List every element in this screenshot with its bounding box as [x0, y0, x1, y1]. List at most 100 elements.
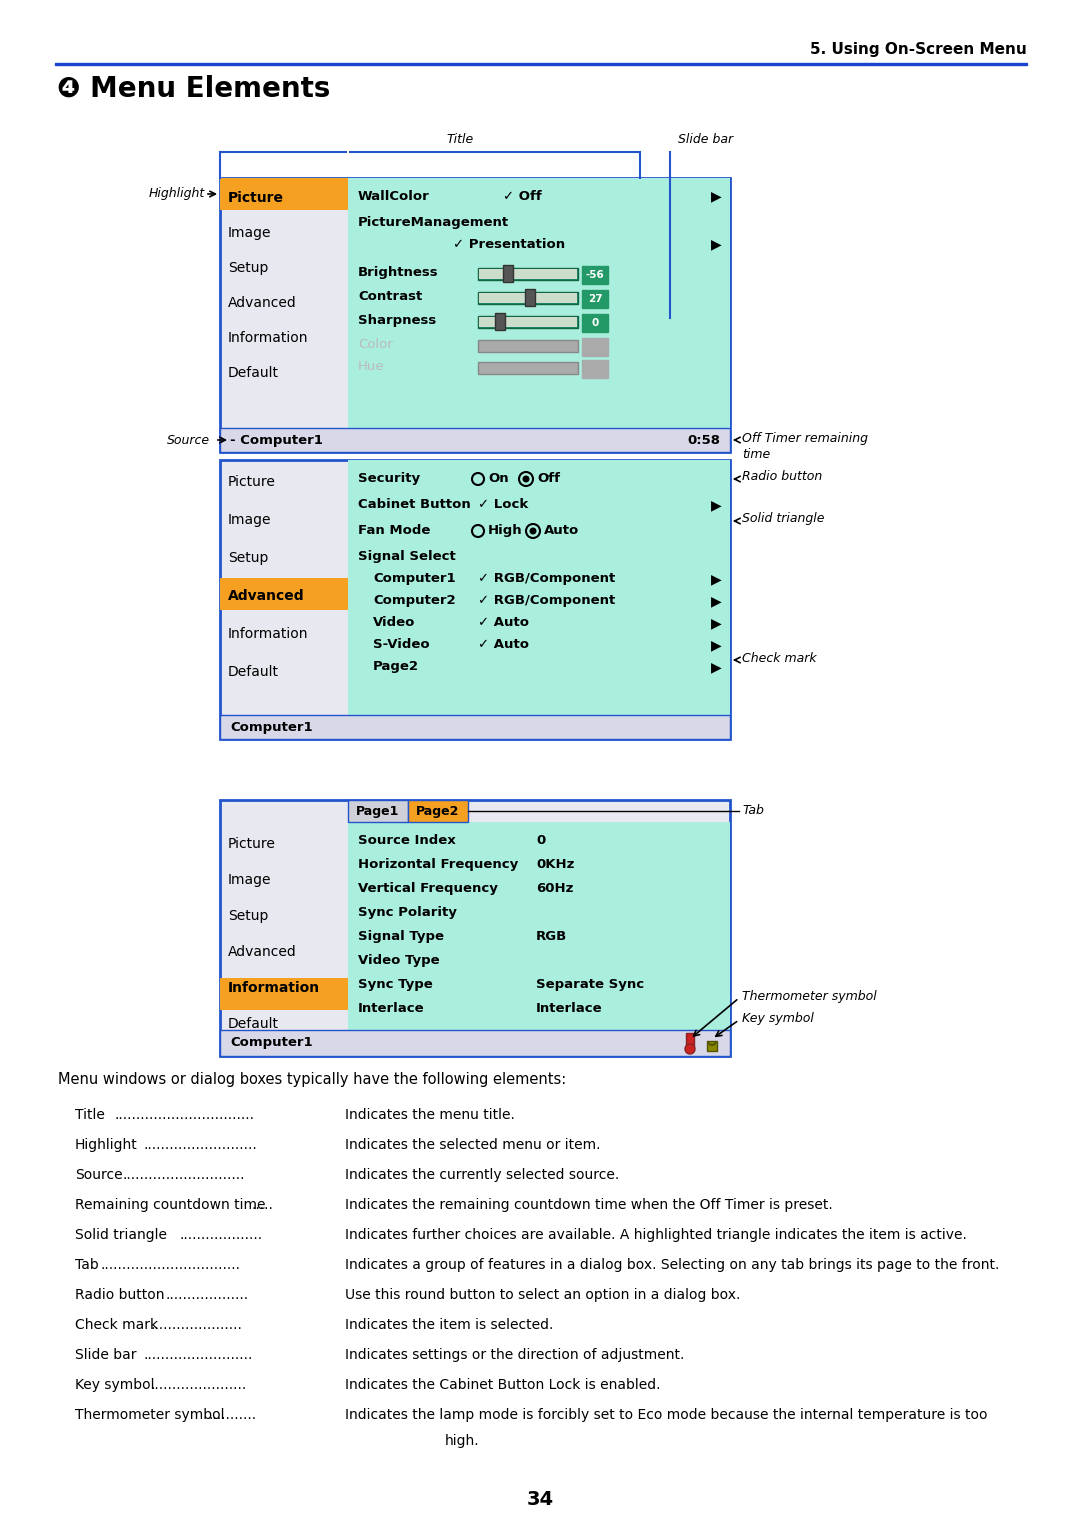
Text: Check mark: Check mark — [75, 1318, 158, 1332]
Text: ✓ Lock: ✓ Lock — [478, 497, 528, 511]
Text: Tab: Tab — [75, 1257, 98, 1273]
Text: ❹ Menu Elements: ❹ Menu Elements — [57, 75, 330, 102]
Text: Indicates further choices are available. A highlighted triangle indicates the it: Indicates further choices are available.… — [345, 1228, 967, 1242]
Bar — [582, 290, 608, 308]
Text: Highlight: Highlight — [149, 188, 205, 200]
Text: ✓ Presentation: ✓ Presentation — [453, 238, 565, 250]
Text: Title: Title — [446, 133, 474, 146]
Text: Source: Source — [167, 433, 210, 447]
Text: Sync Type: Sync Type — [357, 978, 433, 990]
Bar — [348, 179, 730, 427]
Text: Solid triangle: Solid triangle — [742, 513, 824, 525]
Text: Video Type: Video Type — [357, 954, 440, 967]
Text: On: On — [488, 472, 509, 485]
Text: Computer1: Computer1 — [230, 720, 312, 734]
Text: Page1: Page1 — [356, 804, 400, 818]
Bar — [478, 362, 578, 374]
Text: ✓ Off: ✓ Off — [503, 191, 542, 203]
Text: ▶: ▶ — [711, 189, 721, 203]
Text: 60Hz: 60Hz — [536, 882, 573, 896]
Text: ................................: ................................ — [100, 1257, 241, 1273]
Text: Sharpness: Sharpness — [357, 314, 436, 327]
Bar — [348, 823, 730, 1030]
Text: Interlace: Interlace — [357, 1003, 424, 1015]
Bar — [348, 459, 730, 716]
Bar — [220, 716, 730, 739]
Text: Image: Image — [228, 513, 271, 526]
Text: ✓ Auto: ✓ Auto — [478, 638, 529, 652]
Bar — [480, 293, 577, 304]
Bar — [707, 1041, 717, 1051]
Text: Indicates the lamp mode is forcibly set to Eco mode because the internal tempera: Indicates the lamp mode is forcibly set … — [345, 1408, 987, 1422]
Text: Page2: Page2 — [373, 661, 419, 673]
Bar — [408, 800, 468, 823]
Text: Slide bar: Slide bar — [75, 1347, 136, 1363]
Text: Indicates the currently selected source.: Indicates the currently selected source. — [345, 1167, 619, 1183]
Text: Fan Mode: Fan Mode — [357, 523, 430, 537]
Text: 34: 34 — [526, 1489, 554, 1509]
Text: time: time — [742, 449, 770, 461]
Text: S-Video: S-Video — [373, 638, 430, 652]
Text: 0:58: 0:58 — [687, 433, 720, 447]
Text: Picture: Picture — [228, 191, 284, 204]
Text: Remaining countdown time: Remaining countdown time — [75, 1198, 266, 1212]
Text: Setup: Setup — [228, 261, 268, 275]
Text: Key symbol: Key symbol — [742, 1012, 814, 1025]
Text: Signal Type: Signal Type — [357, 929, 444, 943]
Bar — [582, 337, 608, 356]
Text: Advanced: Advanced — [228, 296, 297, 310]
Text: Default: Default — [228, 1016, 279, 1032]
Text: 0: 0 — [536, 835, 545, 847]
Bar — [348, 800, 408, 823]
Text: Advanced: Advanced — [228, 945, 297, 958]
Text: Cabinet Button: Cabinet Button — [357, 497, 471, 511]
Text: 5. Using On-Screen Menu: 5. Using On-Screen Menu — [810, 43, 1027, 56]
Text: ...........: ........... — [208, 1408, 257, 1422]
Text: High: High — [488, 523, 523, 537]
Text: Indicates settings or the direction of adjustment.: Indicates settings or the direction of a… — [345, 1347, 685, 1363]
Bar — [480, 317, 577, 327]
Bar — [55, 63, 1027, 66]
Text: 27: 27 — [588, 295, 603, 304]
Text: ▶: ▶ — [711, 661, 721, 674]
Text: ................................: ................................ — [114, 1108, 255, 1122]
Text: ✓ RGB/Component: ✓ RGB/Component — [478, 594, 616, 607]
Text: Indicates the menu title.: Indicates the menu title. — [345, 1108, 515, 1122]
Bar — [220, 578, 348, 610]
Text: Source Index: Source Index — [357, 835, 456, 847]
Text: Page2: Page2 — [416, 804, 460, 818]
Text: Off Timer remaining: Off Timer remaining — [742, 432, 868, 446]
Text: Thermometer symbol: Thermometer symbol — [742, 990, 877, 1003]
Text: 0: 0 — [592, 317, 598, 328]
Bar — [480, 269, 577, 279]
Circle shape — [529, 528, 537, 534]
Circle shape — [523, 476, 529, 482]
Text: Computer2: Computer2 — [373, 594, 456, 607]
Text: Picture: Picture — [228, 475, 275, 488]
Text: Radio button: Radio button — [75, 1288, 164, 1302]
Bar — [220, 978, 348, 1010]
Text: Vertical Frequency: Vertical Frequency — [357, 882, 498, 896]
Text: .....................: ..................... — [151, 1318, 243, 1332]
Text: ..........................: .......................... — [144, 1138, 257, 1152]
Text: Indicates the item is selected.: Indicates the item is selected. — [345, 1318, 553, 1332]
Text: Thermometer symbol: Thermometer symbol — [75, 1408, 225, 1422]
Text: Hue: Hue — [357, 360, 384, 372]
Text: Information: Information — [228, 627, 309, 641]
Text: Setup: Setup — [228, 909, 268, 923]
Text: ▶: ▶ — [711, 617, 721, 630]
Text: Picture: Picture — [228, 836, 275, 852]
Text: Video: Video — [373, 617, 416, 629]
Text: Color: Color — [357, 337, 393, 351]
Text: Indicates the selected menu or item.: Indicates the selected menu or item. — [345, 1138, 600, 1152]
Text: Title: Title — [75, 1108, 105, 1122]
Text: Off: Off — [537, 472, 561, 485]
Text: Source: Source — [75, 1167, 123, 1183]
Text: ✓ Auto: ✓ Auto — [478, 617, 529, 629]
Text: ✓ RGB/Component: ✓ RGB/Component — [478, 572, 616, 584]
Text: Radio button: Radio button — [742, 470, 822, 484]
Text: Interlace: Interlace — [536, 1003, 603, 1015]
Text: Contrast: Contrast — [357, 290, 422, 304]
Text: Default: Default — [228, 366, 279, 380]
Bar — [220, 459, 730, 739]
